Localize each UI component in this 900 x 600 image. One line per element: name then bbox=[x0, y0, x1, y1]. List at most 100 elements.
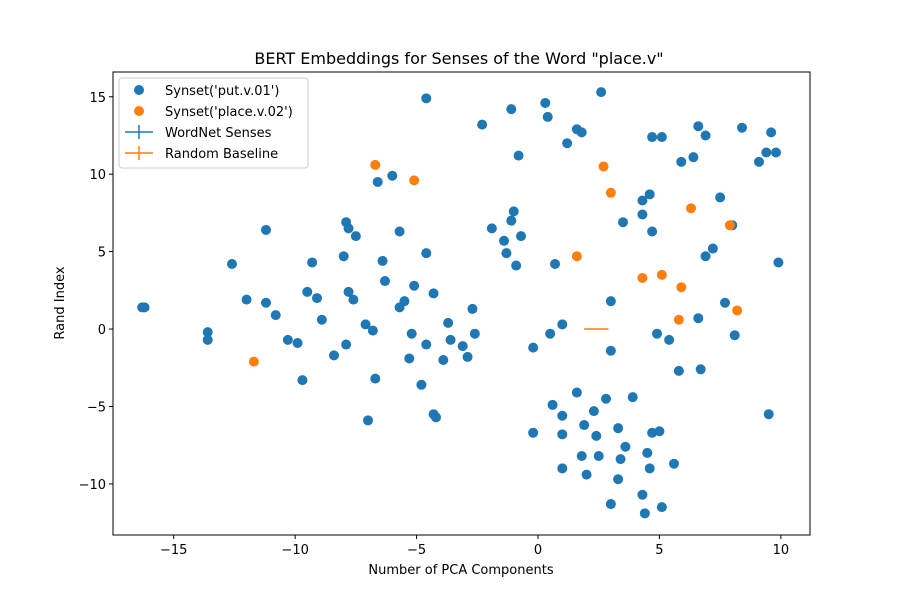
put-v01-point bbox=[715, 192, 726, 203]
put-v01-point bbox=[501, 248, 512, 259]
data-marks bbox=[137, 87, 784, 519]
put-v01-point bbox=[292, 337, 303, 348]
put-v01-point bbox=[627, 392, 638, 403]
place-v02-point bbox=[656, 269, 667, 280]
put-v01-point bbox=[637, 209, 648, 220]
put-v01-point bbox=[528, 427, 539, 438]
put-v01-point bbox=[644, 189, 655, 200]
put-v01-point bbox=[513, 150, 524, 161]
put-v01-point bbox=[700, 130, 711, 141]
put-v01-point bbox=[261, 224, 271, 235]
put-v01-point bbox=[620, 441, 631, 452]
put-v01-point bbox=[720, 297, 730, 308]
put-v01-point bbox=[457, 341, 468, 352]
chart-title: BERT Embeddings for Senses of the Word "… bbox=[254, 49, 663, 68]
put-v01-point bbox=[227, 259, 237, 270]
put-v01-point bbox=[431, 412, 441, 423]
place-v02-point bbox=[637, 272, 648, 283]
put-v01-point bbox=[656, 502, 667, 513]
legend-marker bbox=[134, 85, 144, 95]
put-v01-point bbox=[360, 319, 371, 330]
put-v01-point bbox=[202, 327, 213, 338]
legend: Synset('put.v.01') Synset('place.v.02') Wo… bbox=[118, 77, 309, 169]
put-v01-point bbox=[576, 451, 587, 462]
x-tick-label: 10 bbox=[773, 543, 790, 558]
put-v01-point bbox=[477, 119, 488, 130]
place-v02-point bbox=[732, 305, 743, 316]
put-v01-point bbox=[409, 280, 420, 291]
put-v01-point bbox=[588, 406, 599, 417]
put-v01-point bbox=[737, 122, 747, 133]
put-v01-point bbox=[618, 217, 628, 228]
put-v01-point bbox=[571, 387, 582, 398]
put-v01-point bbox=[329, 350, 339, 361]
put-v01-point bbox=[377, 255, 388, 266]
put-v01-point bbox=[421, 248, 432, 259]
put-v01-point bbox=[421, 93, 432, 104]
put-v01-point bbox=[615, 454, 626, 465]
y-tick-label: 0 bbox=[98, 323, 106, 338]
put-v01-point bbox=[516, 231, 526, 242]
y-tick-label: 15 bbox=[89, 91, 106, 106]
axis-ticks: −15 −10 −5 0 5 10 −10 −5 0 5 10 15 bbox=[79, 91, 790, 558]
put-v01-point bbox=[443, 317, 454, 328]
put-v01-point bbox=[421, 339, 432, 350]
put-v01-point bbox=[700, 251, 711, 262]
put-v01-point bbox=[754, 156, 764, 167]
put-v01-point bbox=[669, 458, 679, 469]
put-v01-point bbox=[343, 223, 354, 234]
legend-label: WordNet Senses bbox=[165, 126, 272, 141]
put-v01-point bbox=[637, 489, 648, 500]
put-v01-point bbox=[693, 313, 704, 324]
put-v01-point bbox=[261, 297, 271, 308]
put-v01-point bbox=[343, 286, 354, 297]
put-v01-point bbox=[637, 195, 648, 206]
put-v01-point bbox=[139, 302, 150, 313]
put-v01-point bbox=[528, 342, 539, 353]
x-tick-label: 0 bbox=[534, 543, 542, 558]
put-v01-point bbox=[557, 319, 568, 330]
x-tick-label: −5 bbox=[407, 543, 426, 558]
put-v01-point bbox=[688, 152, 699, 163]
x-tick-label: −15 bbox=[160, 543, 187, 558]
put-v01-point bbox=[467, 303, 478, 314]
y-tick-label: −5 bbox=[87, 400, 106, 415]
put-v01-point bbox=[605, 296, 616, 307]
put-v01-point bbox=[202, 334, 213, 345]
x-axis-label: Number of PCA Components bbox=[368, 563, 553, 578]
put-v01-point bbox=[547, 399, 558, 410]
put-v01-point bbox=[557, 463, 568, 474]
put-v01-point bbox=[370, 373, 381, 384]
put-v01-point bbox=[639, 508, 650, 519]
put-v01-point bbox=[605, 499, 616, 510]
put-v01-point bbox=[763, 409, 774, 420]
put-v01-point bbox=[601, 393, 611, 404]
place-v02-point bbox=[676, 282, 687, 293]
legend-label: Synset('put.v.01') bbox=[165, 84, 279, 99]
place-v02-point bbox=[724, 220, 735, 231]
put-v01-point bbox=[462, 351, 473, 362]
put-v01-point bbox=[596, 87, 607, 98]
put-v01-point bbox=[605, 345, 616, 356]
put-v01-point bbox=[486, 223, 497, 234]
put-v01-point bbox=[581, 469, 592, 480]
put-v01-point bbox=[673, 365, 684, 376]
y-axis-label: Rand Index bbox=[53, 266, 68, 339]
put-v01-point bbox=[576, 127, 587, 138]
put-v01-point bbox=[438, 355, 449, 366]
y-tick-label: −10 bbox=[79, 478, 106, 493]
legend-label: Synset('place.v.02') bbox=[165, 105, 293, 120]
put-v01-point bbox=[654, 426, 665, 437]
put-v01-point bbox=[338, 251, 349, 262]
put-v01-point bbox=[642, 447, 653, 458]
put-v01-point bbox=[613, 474, 624, 485]
put-v01-point bbox=[367, 325, 378, 336]
put-v01-point bbox=[647, 132, 658, 143]
put-v01-point bbox=[542, 111, 553, 122]
place-v02-point bbox=[598, 161, 609, 172]
x-tick-label: −10 bbox=[281, 543, 308, 558]
put-v01-point bbox=[506, 104, 517, 115]
put-v01-point bbox=[241, 294, 252, 305]
put-v01-point bbox=[282, 334, 293, 345]
